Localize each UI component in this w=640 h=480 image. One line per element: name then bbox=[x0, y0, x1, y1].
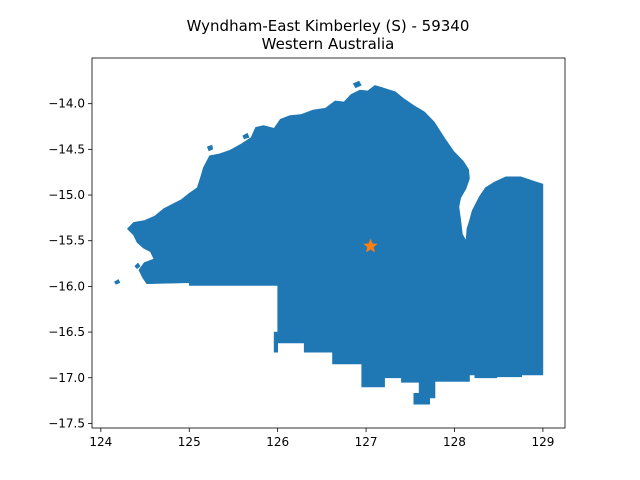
x-tick-label: 126 bbox=[266, 435, 289, 449]
location-star-marker bbox=[363, 238, 378, 253]
island-polygon bbox=[242, 132, 250, 140]
island-polygon bbox=[114, 279, 121, 285]
island-polygon bbox=[352, 80, 362, 89]
x-tick-label: 124 bbox=[89, 435, 112, 449]
region-polygon bbox=[126, 85, 544, 405]
plot-area bbox=[114, 80, 544, 405]
island-polygon bbox=[206, 144, 214, 152]
x-tick-label: 125 bbox=[178, 435, 201, 449]
y-tick-label: −15.0 bbox=[48, 188, 85, 202]
y-tick-label: −16.0 bbox=[48, 279, 85, 293]
island-polygon bbox=[134, 262, 141, 269]
x-tick-label: 127 bbox=[355, 435, 378, 449]
map-title: Wyndham-East Kimberley (S) - 59340 bbox=[187, 17, 470, 35]
y-tick-label: −14.5 bbox=[48, 142, 85, 156]
x-tick-label: 129 bbox=[531, 435, 554, 449]
y-tick-label: −15.5 bbox=[48, 234, 85, 248]
y-tick-label: −16.5 bbox=[48, 325, 85, 339]
axes-frame bbox=[91, 57, 566, 429]
x-axis: 124 125 126 127 128 129 bbox=[89, 428, 554, 449]
x-tick-label: 128 bbox=[443, 435, 466, 449]
y-tick-label: −17.5 bbox=[48, 416, 85, 430]
map-subtitle: Western Australia bbox=[262, 35, 395, 53]
y-tick-label: −17.0 bbox=[48, 371, 85, 385]
y-tick-label: −14.0 bbox=[48, 97, 85, 111]
y-axis: −14.0 −14.5 −15.0 −15.5 −16.0 −16.5 −17.0 −17.5 bbox=[48, 97, 92, 430]
